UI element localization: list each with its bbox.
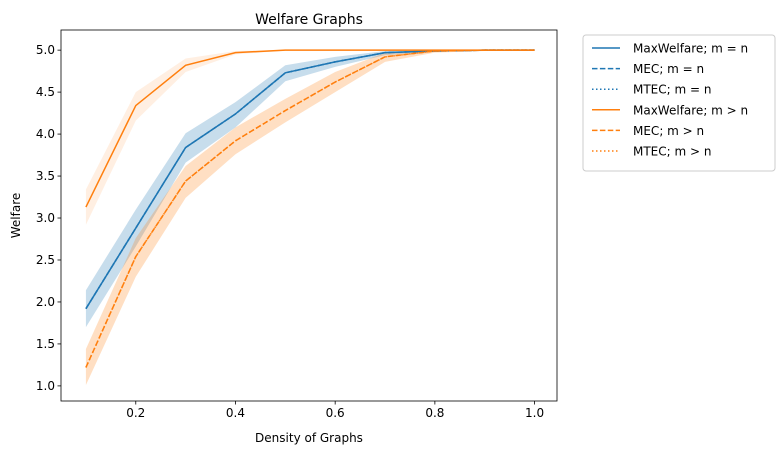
y-axis-ticks: 1.0 1.5 2.0 2.5 3.0 3.5 4.0 4.5 5.0 — [36, 43, 61, 393]
legend-label: MTEC; m = n — [633, 83, 711, 97]
x-tick-label: 0.4 — [226, 406, 245, 420]
x-tick-label: 1.0 — [525, 406, 544, 420]
plot-frame — [60, 29, 558, 402]
plot-area — [60, 29, 558, 402]
series-lines — [85, 49, 535, 368]
x-tick-label: 0.8 — [425, 406, 444, 420]
y-tick-label: 5.0 — [36, 43, 55, 57]
legend-label: MEC; m = n — [633, 62, 704, 76]
x-tick-label: 0.2 — [126, 406, 145, 420]
y-axis-label: Welfare — [9, 193, 23, 239]
chart-title: Welfare Graphs — [255, 12, 363, 28]
y-tick-label: 2.5 — [36, 253, 55, 267]
y-tick-label: 3.0 — [36, 211, 55, 225]
y-tick-label: 4.0 — [36, 127, 55, 141]
y-tick-label: 2.0 — [36, 295, 55, 309]
legend-label: MaxWelfare; m > n — [633, 103, 748, 117]
x-tick-label: 0.6 — [326, 406, 345, 420]
legend-frame — [582, 34, 776, 172]
x-axis-ticks: 0.2 0.4 0.6 0.8 1.0 — [126, 401, 544, 420]
y-tick-label: 3.5 — [36, 169, 55, 183]
line-mec-m-n — [85, 49, 535, 368]
legend: MaxWelfare; m = n MEC; m = n MTEC; m = n Ma… — [582, 34, 776, 172]
legend-label: MaxWelfare; m = n — [633, 42, 748, 56]
y-tick-label: 1.0 — [36, 379, 55, 393]
legend-label: MTEC; m > n — [633, 145, 711, 159]
x-axis-label: Density of Graphs — [255, 431, 363, 445]
y-tick-label: 4.5 — [36, 85, 55, 99]
y-tick-label: 1.5 — [36, 337, 55, 351]
confidence-bands — [85, 50, 535, 386]
legend-label: MEC; m > n — [633, 124, 704, 138]
